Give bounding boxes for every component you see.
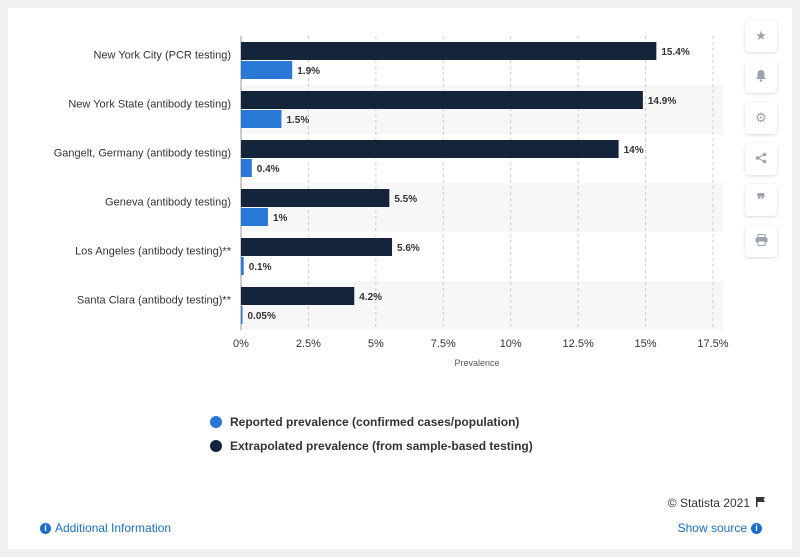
- bar: [241, 91, 643, 109]
- legend-marker-extrapolated: [210, 440, 222, 452]
- star-icon: ★: [755, 28, 767, 43]
- category-label: New York City (PCR testing): [93, 50, 231, 62]
- category-label: Santa Clara (antibody testing)**: [77, 295, 232, 307]
- x-tick-label: 0%: [233, 338, 249, 350]
- legend-item-extrapolated[interactable]: Extrapolated prevalence (from sample-bas…: [210, 437, 533, 455]
- category-label: Geneva (antibody testing): [105, 197, 231, 209]
- show-source-label: Show source: [677, 521, 747, 535]
- bar: [241, 159, 252, 177]
- data-label: 5.6%: [397, 243, 420, 254]
- x-tick-label: 17.5%: [697, 338, 728, 350]
- print-button[interactable]: [745, 225, 777, 257]
- additional-information-label: Additional Information: [55, 521, 172, 535]
- data-label: 1.9%: [297, 66, 320, 77]
- bar: [241, 42, 657, 60]
- x-axis-title: Prevalence: [454, 358, 499, 368]
- data-label: 0.05%: [248, 311, 276, 322]
- category-label: New York State (antibody testing): [68, 99, 231, 111]
- share-icon: [755, 152, 767, 167]
- favorite-button[interactable]: ★: [745, 20, 777, 52]
- bar: [241, 208, 268, 226]
- legend: Reported prevalence (confirmed cases/pop…: [210, 413, 533, 461]
- legend-item-reported[interactable]: Reported prevalence (confirmed cases/pop…: [210, 413, 533, 431]
- legend-label-reported: Reported prevalence (confirmed cases/pop…: [230, 415, 520, 429]
- data-label: 1%: [273, 213, 288, 224]
- print-icon: [755, 233, 768, 249]
- info-icon: i: [751, 522, 762, 534]
- data-label: 14%: [624, 145, 644, 156]
- bar: [241, 189, 390, 207]
- share-button[interactable]: [745, 143, 777, 175]
- chart-card: 0% 2.5% 5% 7.5% 10% 12.5% 15% 17.5% Prevalence Ne…: [8, 8, 792, 549]
- copyright: © Statista 2021: [668, 496, 766, 510]
- show-source-link[interactable]: Show source i: [678, 521, 766, 535]
- cite-button[interactable]: ❞: [745, 184, 777, 216]
- bar-chart: 0% 2.5% 5% 7.5% 10% 12.5% 15% 17.5% Prevalence Ne…: [54, 36, 729, 368]
- bar: [241, 238, 393, 256]
- copyright-text: © Statista 2021: [667, 496, 750, 510]
- legend-label-extrapolated: Extrapolated prevalence (from sample-bas…: [230, 439, 533, 453]
- bar: [241, 140, 619, 158]
- toolbar: ★ ⚙ ❞: [745, 20, 781, 266]
- x-tick-label: 10%: [500, 338, 522, 350]
- info-icon: i: [40, 522, 51, 534]
- data-label: 0.4%: [257, 164, 280, 175]
- data-label: 0.1%: [249, 262, 272, 273]
- x-tick-label: 7.5%: [431, 338, 456, 350]
- bar: [241, 110, 282, 128]
- quote-icon: ❞: [756, 192, 766, 209]
- bar: [241, 306, 243, 324]
- category-label: Los Angeles (antibody testing)**: [75, 246, 232, 258]
- bar: [241, 287, 355, 305]
- settings-button[interactable]: ⚙: [745, 102, 777, 134]
- bar: [241, 61, 293, 79]
- additional-information-link[interactable]: i Additional Information: [36, 521, 171, 535]
- x-tick-label: 15%: [635, 338, 657, 350]
- x-tick-label: 5%: [368, 338, 384, 350]
- gear-icon: ⚙: [755, 110, 767, 125]
- bar: [241, 257, 244, 275]
- x-tick-label: 12.5%: [563, 338, 594, 350]
- notification-button[interactable]: [745, 61, 777, 93]
- data-label: 14.9%: [648, 96, 676, 107]
- category-label: Gangelt, Germany (antibody testing): [54, 148, 231, 160]
- data-label: 1.5%: [286, 115, 309, 126]
- data-label: 4.2%: [359, 292, 382, 303]
- flag-icon[interactable]: [755, 496, 766, 510]
- data-label: 15.4%: [661, 47, 689, 58]
- data-label: 5.5%: [394, 194, 417, 205]
- legend-marker-reported: [210, 416, 222, 428]
- x-tick-label: 2.5%: [296, 338, 321, 350]
- bell-icon: [755, 69, 767, 85]
